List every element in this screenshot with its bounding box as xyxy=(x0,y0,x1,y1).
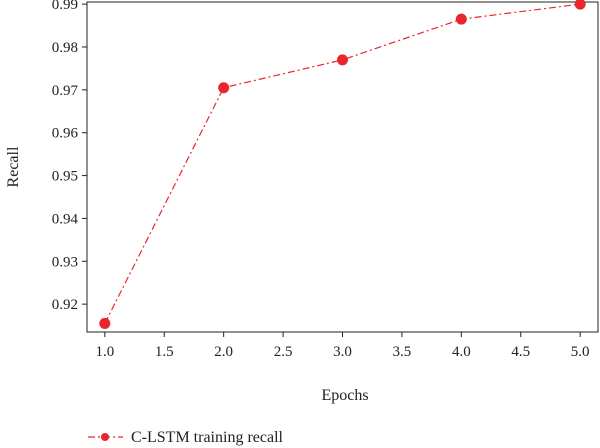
x-tick-label: 3.5 xyxy=(393,344,412,360)
legend-marker xyxy=(101,433,109,441)
data-point xyxy=(574,0,586,10)
data-point xyxy=(455,13,467,25)
y-tick-label: 0.98 xyxy=(52,40,78,56)
y-tick-label: 0.97 xyxy=(52,83,79,99)
y-axis-ticks: 0.92 0.93 0.94 0.95 0.96 0.97 0.98 0.99 xyxy=(52,0,87,313)
y-tick-label: 0.92 xyxy=(52,297,78,313)
y-axis-title: Recall xyxy=(5,146,22,187)
x-tick-label: 2.5 xyxy=(274,344,293,360)
y-tick-label: 0.93 xyxy=(52,254,78,270)
legend-label: C-LSTM training recall xyxy=(131,429,284,446)
y-tick-label: 0.99 xyxy=(52,0,78,13)
x-tick-label: 1.5 xyxy=(155,344,174,360)
x-tick-label: 5.0 xyxy=(571,344,590,360)
x-tick-label: 4.0 xyxy=(452,344,471,360)
x-tick-label: 4.5 xyxy=(511,344,530,360)
x-tick-label: 3.0 xyxy=(333,344,352,360)
series-layer xyxy=(99,0,586,329)
y-tick-label: 0.94 xyxy=(52,211,79,227)
legend: C-LSTM training recall xyxy=(88,429,284,446)
x-tick-label: 2.0 xyxy=(214,344,233,360)
y-tick-label: 0.95 xyxy=(52,169,78,185)
plot-frame xyxy=(86,1,599,333)
x-axis-ticks: 1.0 1.5 2.0 2.5 3.0 3.5 4.0 4.5 5.0 xyxy=(95,332,590,360)
data-point xyxy=(218,82,230,94)
x-tick-label: 1.0 xyxy=(95,344,114,360)
y-tick-label: 0.96 xyxy=(52,126,79,142)
data-point xyxy=(99,317,111,329)
data-point xyxy=(337,54,348,66)
series-line xyxy=(104,3,581,324)
x-axis-title: Epochs xyxy=(321,387,368,404)
